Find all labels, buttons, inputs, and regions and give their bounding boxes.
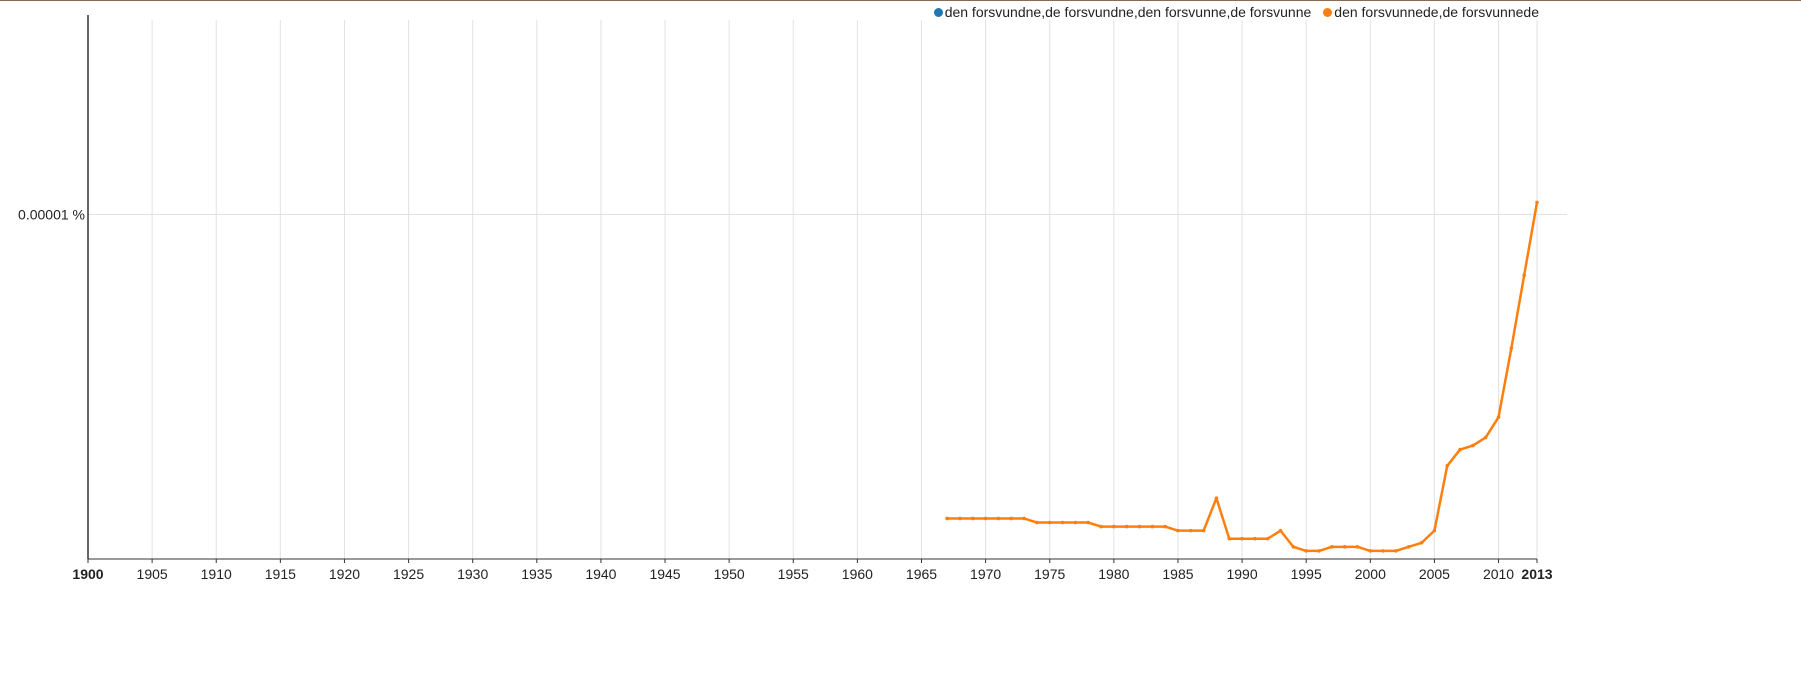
data-point — [1330, 545, 1334, 549]
data-point — [1124, 524, 1129, 529]
legend-label-series-1: den forsvundne,de forsvundne,den forsvun… — [944, 4, 1312, 20]
x-tick-label: 2013 — [1521, 566, 1552, 582]
data-point — [1509, 346, 1514, 351]
legend-marker-series-2 — [1323, 7, 1333, 17]
data-point — [1317, 549, 1321, 553]
x-tick-label: 1990 — [1226, 566, 1257, 582]
x-tick-label: 1955 — [778, 566, 809, 582]
data-point — [1355, 545, 1360, 549]
x-tick-label: 2005 — [1419, 566, 1450, 582]
data-point — [1496, 415, 1501, 419]
legend-marker-series-1 — [933, 7, 943, 17]
data-point — [983, 516, 988, 521]
data-point — [1304, 549, 1308, 553]
legend-item-series-2[interactable]: den forsvunnede,de forsvunnede — [1323, 4, 1539, 20]
data-point — [1073, 520, 1078, 525]
legend-item-series-1[interactable]: den forsvundne,de forsvundne,den forsvun… — [933, 4, 1312, 20]
x-tick-label: 1930 — [457, 566, 488, 582]
x-tick-label: 1995 — [1291, 566, 1322, 582]
legend-label-series-2: den forsvunnede,de forsvunnede — [1334, 4, 1539, 20]
data-point — [1265, 536, 1270, 541]
data-point — [1240, 536, 1244, 541]
data-point — [1188, 528, 1193, 533]
data-point — [1163, 524, 1167, 529]
x-tick-label: 2000 — [1355, 566, 1386, 582]
x-tick-label: 1965 — [906, 566, 937, 582]
data-point — [1522, 273, 1526, 278]
data-point — [1342, 545, 1347, 549]
data-point — [1137, 524, 1142, 529]
data-point — [1458, 447, 1462, 452]
data-point — [1176, 528, 1180, 533]
x-tick-label: 1920 — [329, 566, 360, 582]
data-point — [996, 516, 1001, 521]
data-point — [1419, 540, 1424, 545]
x-tick-label: 1945 — [649, 566, 680, 582]
data-point — [1471, 443, 1475, 448]
x-tick-label: 1970 — [970, 566, 1001, 582]
data-point — [1253, 536, 1257, 541]
data-point — [945, 516, 949, 521]
data-point — [1150, 524, 1155, 529]
data-point — [1214, 496, 1219, 501]
y-tick-label: 0.00001 % — [18, 207, 85, 223]
data-point — [958, 516, 962, 521]
data-point — [1394, 549, 1398, 553]
data-point — [1060, 520, 1065, 525]
data-point — [1201, 528, 1206, 533]
data-point — [1445, 463, 1450, 468]
data-point — [1227, 536, 1232, 541]
data-point — [1099, 524, 1103, 529]
x-tick-label: 1985 — [1162, 566, 1193, 582]
data-point — [970, 516, 975, 521]
legend: den forsvundne,de forsvundne,den forsvun… — [933, 4, 1539, 20]
data-point — [1278, 528, 1283, 533]
x-tick-label: 1960 — [842, 566, 873, 582]
x-tick-label: 1980 — [1098, 566, 1129, 582]
x-tick-label: 1940 — [585, 566, 616, 582]
data-point — [1035, 520, 1039, 525]
x-tick-label: 1975 — [1034, 566, 1065, 582]
data-point — [1535, 200, 1539, 205]
x-tick-label: 1950 — [714, 566, 745, 582]
data-point — [1112, 524, 1116, 529]
data-point — [1086, 520, 1090, 525]
data-point — [1047, 520, 1052, 525]
data-point — [1432, 528, 1437, 533]
x-tick-label: 1900 — [72, 566, 103, 582]
x-tick-label: 1910 — [201, 566, 232, 582]
x-tick-label: 1925 — [393, 566, 424, 582]
data-point — [1406, 545, 1411, 549]
data-point — [1022, 516, 1026, 521]
data-point — [1009, 516, 1014, 521]
data-point — [1381, 549, 1385, 553]
x-tick-label: 1905 — [137, 566, 168, 582]
data-point — [1368, 549, 1373, 553]
data-point — [1291, 545, 1296, 549]
x-tick-label: 1935 — [521, 566, 552, 582]
top-border — [0, 0, 1801, 1]
data-point — [1483, 435, 1488, 440]
x-tick-label: 1915 — [265, 566, 296, 582]
x-tick-label: 2010 — [1483, 566, 1514, 582]
